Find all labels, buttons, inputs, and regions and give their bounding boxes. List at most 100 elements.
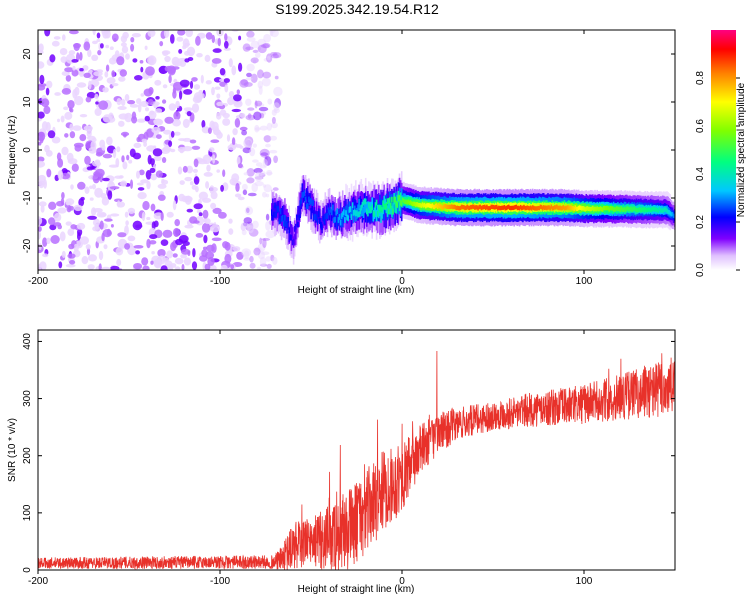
signal-cell: [546, 206, 548, 211]
signal-cell: [299, 200, 301, 207]
signal-cell: [548, 205, 550, 210]
noise-blob: [83, 72, 91, 79]
signal-cell: [352, 209, 355, 216]
signal-cell: [540, 204, 543, 210]
signal-cell: [607, 206, 609, 211]
signal-cell: [525, 205, 527, 211]
snr-panel: -200 -100 0 100 0 100 200 300 400 Height of str…: [7, 329, 676, 595]
signal-cell: [399, 192, 402, 204]
noise-blob: [143, 88, 153, 97]
signal-cell: [644, 207, 646, 212]
noise-blob: [223, 78, 230, 83]
signal-cell: [617, 206, 619, 212]
signal-cell: [493, 205, 496, 210]
signal-cell: [672, 213, 675, 218]
noise-blob: [243, 82, 253, 87]
signal-cell: [510, 206, 512, 211]
signal-cell: [570, 205, 572, 210]
noise-blob: [67, 253, 76, 259]
noise-blob: [149, 234, 158, 240]
noise-blob: [67, 100, 75, 109]
noise-blob: [80, 196, 85, 201]
noise-blob: [73, 243, 79, 252]
noise-blob: [144, 115, 150, 122]
signal-cell: [372, 210, 375, 217]
noise-blob: [164, 116, 174, 124]
signal-cell: [513, 205, 515, 210]
noise-blob: [237, 196, 245, 201]
signal-cell: [497, 206, 499, 211]
signal-cell: [438, 203, 440, 208]
signal-cell: [590, 206, 593, 211]
signal-cell: [276, 205, 278, 212]
signal-cell: [642, 206, 644, 212]
signal-cell: [585, 206, 588, 211]
signal-cell: [398, 194, 401, 201]
signal-cell: [652, 206, 654, 211]
spectrogram-x-tick-label: -200: [28, 276, 48, 287]
snr-y-ticks: 0 100 200 300 400: [22, 333, 675, 573]
snr-x-ticks: -200 -100 0 100: [28, 330, 593, 587]
spectrogram-x-tick-label: 100: [576, 276, 593, 287]
signal-cell: [301, 192, 304, 198]
signal-cell: [416, 202, 418, 207]
signal-cell: [343, 209, 345, 216]
signal-cell: [304, 196, 307, 203]
noise-blob: [162, 50, 169, 57]
noise-blob: [137, 187, 145, 191]
noise-blob: [216, 101, 224, 107]
noise-blob: [38, 49, 44, 55]
noise-blob: [189, 181, 194, 186]
signal-cell: [433, 204, 436, 210]
noise-blob: [133, 142, 142, 149]
signal-cell: [426, 203, 428, 208]
noise-blob: [170, 263, 177, 268]
noise-blob: [250, 40, 260, 49]
signal-cell: [477, 206, 479, 211]
noise-blob: [79, 114, 88, 118]
noise-blob: [108, 164, 119, 168]
noise-blob: [258, 85, 263, 96]
noise-blob: [163, 30, 170, 38]
noise-blob: [242, 147, 252, 154]
noise-blob: [105, 64, 110, 72]
signal-cell: [327, 207, 330, 214]
noise-blob: [241, 229, 247, 236]
noise-blob: [211, 237, 222, 242]
noise-blob: [239, 145, 244, 149]
spectrogram-heatmap: [38, 30, 675, 270]
noise-blob: [231, 137, 236, 146]
noise-blob: [99, 173, 104, 183]
signal-cell: [622, 207, 625, 212]
noise-blob: [259, 148, 270, 158]
noise-blob: [247, 225, 254, 234]
signal-cell: [292, 227, 295, 245]
noise-blob: [117, 200, 121, 208]
signal-cell: [535, 206, 537, 211]
noise-blob: [246, 30, 255, 38]
signal-cell: [381, 206, 383, 213]
signal-cell: [588, 206, 591, 212]
signal-cell: [509, 205, 511, 210]
signal-cell: [586, 206, 589, 211]
noise-blob: [159, 41, 164, 47]
signal-cell: [660, 208, 663, 213]
noise-blob: [176, 36, 184, 42]
signal-cell: [498, 205, 500, 210]
noise-blob: [181, 264, 185, 270]
signal-cell: [298, 205, 300, 218]
noise-blob: [124, 211, 129, 218]
snr-x-label: Height of straight line (km): [298, 584, 415, 595]
noise-blob: [222, 118, 231, 126]
signal-cell: [503, 205, 506, 210]
signal-cell: [333, 202, 335, 220]
signal-cell: [440, 204, 442, 209]
noise-blob: [182, 38, 190, 49]
noise-blob: [133, 263, 143, 270]
signal-cell: [613, 207, 616, 212]
signal-cell: [364, 198, 367, 205]
signal-cell: [283, 214, 285, 226]
signal-cell: [528, 206, 531, 211]
signal-cell: [482, 205, 485, 210]
signal-cell: [347, 198, 349, 217]
